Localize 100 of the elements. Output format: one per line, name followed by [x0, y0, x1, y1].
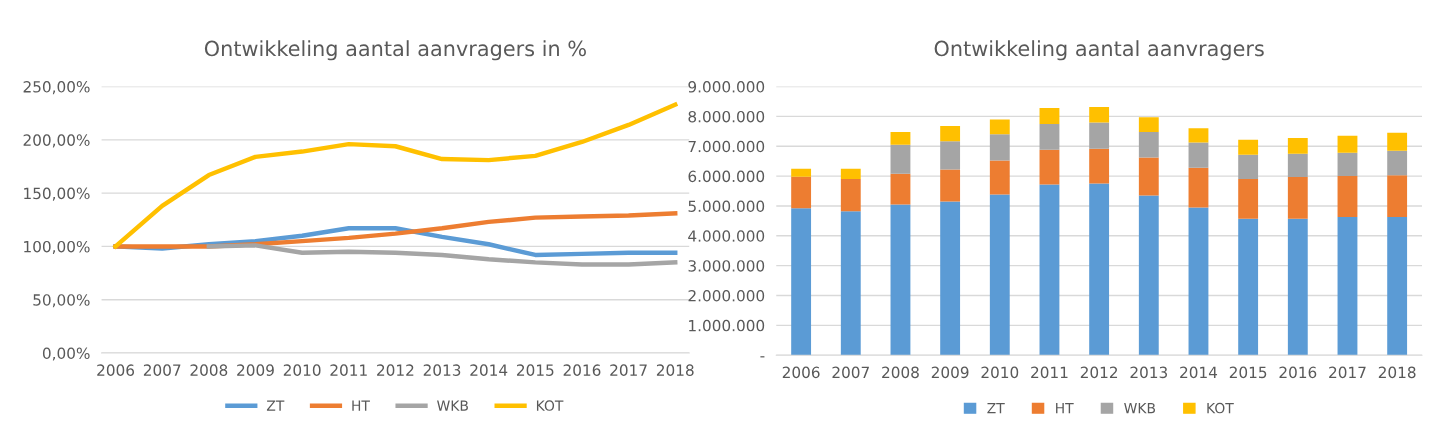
x-tick-label: 2016	[1279, 366, 1317, 379]
bar	[1089, 106, 1110, 123]
y-tick-label: 2.000.000	[688, 289, 765, 302]
legend-label: WKB	[437, 400, 468, 411]
bar	[1387, 150, 1408, 176]
bar	[791, 168, 812, 177]
bar	[1387, 132, 1408, 151]
x-tick-label: 2009	[931, 366, 969, 379]
legend-label: HT	[1056, 403, 1074, 414]
line-series	[113, 102, 678, 249]
bar	[1337, 176, 1358, 218]
bar	[1138, 131, 1159, 158]
bar	[1337, 217, 1358, 356]
bar	[840, 168, 861, 180]
bar	[890, 204, 911, 356]
bar	[1287, 218, 1308, 356]
x-tick-label: 2006	[97, 364, 135, 376]
y-tick-label: 3.000.000	[688, 260, 765, 272]
x-tick-label: 2012	[1080, 366, 1118, 379]
y-tick-label: 8.000.000	[688, 110, 765, 123]
bar	[1387, 175, 1408, 218]
bar	[1188, 207, 1209, 356]
x-tick-label: 2011	[1031, 366, 1068, 379]
y-tick-label: 250,00%	[23, 81, 90, 95]
legend-label: KOT	[536, 400, 564, 411]
x-tick-label: 2007	[832, 366, 869, 379]
bar	[1039, 123, 1060, 150]
x-tick-label: 2018	[656, 364, 694, 376]
y-tick-label: 4.000.000	[688, 230, 765, 242]
bar	[791, 176, 812, 209]
y-tick-label: 1.000.000	[689, 319, 765, 332]
y-tick-label: 6.000.000	[688, 170, 765, 183]
bar	[791, 208, 812, 356]
bar	[1089, 122, 1110, 149]
bar	[940, 125, 961, 142]
y-tick-label: 9.000.000	[688, 81, 765, 93]
x-tick-label: 2007	[143, 364, 181, 376]
x-tick-label: 2017	[610, 364, 647, 376]
bar	[1238, 179, 1259, 219]
legend-label: ZT	[266, 400, 285, 411]
bar	[940, 169, 961, 202]
x-tick-label: 2015	[516, 364, 554, 376]
x-tick-label: 2010	[981, 366, 1019, 379]
bar	[1287, 153, 1308, 178]
x-tick-label: 2012	[377, 364, 414, 376]
y-tick-label: 100,00%	[24, 240, 90, 254]
legend-label: HT	[352, 400, 370, 411]
bar	[1138, 117, 1159, 132]
x-tick-label: 2016	[563, 364, 601, 376]
bar	[989, 194, 1010, 356]
bar	[1138, 195, 1159, 356]
x-tick-label: 2015	[1229, 366, 1267, 379]
y-tick-label: 5.000.000	[688, 200, 765, 212]
x-tick-label: 2010	[283, 364, 321, 376]
line-series	[113, 211, 678, 249]
bar	[1089, 148, 1110, 184]
chart-title: Ontwikkeling aantal aanvragers	[934, 40, 1264, 61]
bar	[989, 134, 1010, 161]
bar	[1287, 177, 1308, 219]
line-series	[206, 243, 678, 267]
bar	[890, 131, 911, 145]
bar	[1188, 128, 1209, 143]
x-tick-label: 2018	[1378, 366, 1416, 379]
bar	[1089, 183, 1110, 356]
bar	[940, 201, 961, 356]
x-tick-label: 2009	[237, 364, 274, 376]
x-tick-label: 2017	[1329, 366, 1366, 379]
x-tick-label: 2008	[190, 364, 228, 376]
bar	[1337, 135, 1358, 153]
y-tick-label: 7.000.000	[688, 140, 765, 153]
x-tick-label: 2006	[782, 366, 820, 379]
bar	[1387, 217, 1408, 356]
bar	[989, 119, 1010, 135]
bar	[1039, 184, 1060, 356]
bar	[840, 211, 861, 356]
bar	[1039, 108, 1060, 124]
y-tick-label: -	[760, 356, 765, 358]
bar	[890, 173, 911, 205]
x-tick-label: 2014	[470, 364, 508, 376]
x-tick-label: 2013	[423, 364, 461, 376]
bar	[989, 160, 1010, 195]
x-tick-label: 2014	[1180, 366, 1218, 379]
bar	[1287, 137, 1308, 154]
y-tick-label: 150,00%	[24, 187, 90, 201]
bar	[840, 179, 861, 212]
chart-title: Ontwikkeling aantal aanvragers in %	[204, 40, 586, 61]
legend-label: WKB	[1124, 403, 1156, 414]
bar	[1039, 149, 1060, 185]
bar	[1337, 152, 1358, 177]
bar	[1138, 157, 1159, 196]
bar	[1238, 154, 1259, 180]
y-tick-label: 0,00%	[42, 347, 90, 361]
x-tick-label: 2011	[330, 364, 367, 376]
y-tick-label: 200,00%	[23, 134, 90, 148]
x-tick-label: 2013	[1130, 366, 1168, 379]
y-tick-label: 50,00%	[33, 294, 90, 308]
bar	[1238, 139, 1259, 155]
bar	[1238, 218, 1259, 356]
legend-label: KOT	[1207, 402, 1234, 414]
bar	[940, 141, 961, 170]
